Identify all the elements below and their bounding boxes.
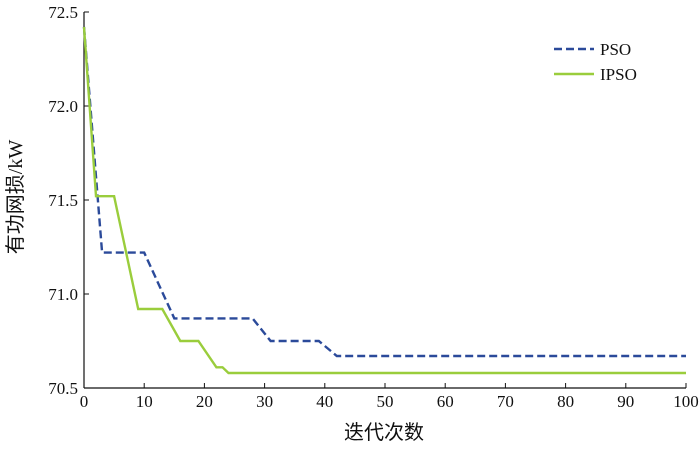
x-tick-label: 30: [256, 392, 273, 411]
y-tick-label: 71.0: [48, 285, 78, 304]
x-tick-label: 20: [196, 392, 213, 411]
legend-label-ipso: IPSO: [600, 65, 637, 84]
x-tick-label: 90: [617, 392, 634, 411]
y-axis-title: 有功网损/kW: [4, 140, 27, 255]
x-tick-label: 80: [557, 392, 574, 411]
x-tick-label: 40: [316, 392, 333, 411]
series-line-ipso: [82, 26, 686, 375]
chart-legend: PSO IPSO: [554, 40, 637, 84]
x-tick-label: 10: [136, 392, 153, 411]
y-tick-label: 71.5: [48, 191, 78, 210]
x-tick-label: 70: [497, 392, 514, 411]
x-tick-label: 60: [437, 392, 454, 411]
x-axis-title: 迭代次数: [344, 421, 424, 444]
x-axis-ticks: 0 10 20 30 40 50 60 70 80 90 100: [80, 383, 699, 411]
y-tick-label: 70.5: [48, 379, 78, 398]
y-tick-label: 72.5: [48, 3, 78, 22]
y-axis-ticks: 70.5 71.0 71.5 72.0 72.5: [48, 3, 89, 398]
x-tick-label: 50: [377, 392, 394, 411]
y-tick-label: 72.0: [48, 97, 78, 116]
x-tick-label: 100: [673, 392, 699, 411]
legend-label-pso: PSO: [600, 40, 631, 59]
x-tick-label: 0: [80, 392, 89, 411]
series-line-pso: [82, 26, 686, 358]
series-layer: [82, 26, 686, 375]
